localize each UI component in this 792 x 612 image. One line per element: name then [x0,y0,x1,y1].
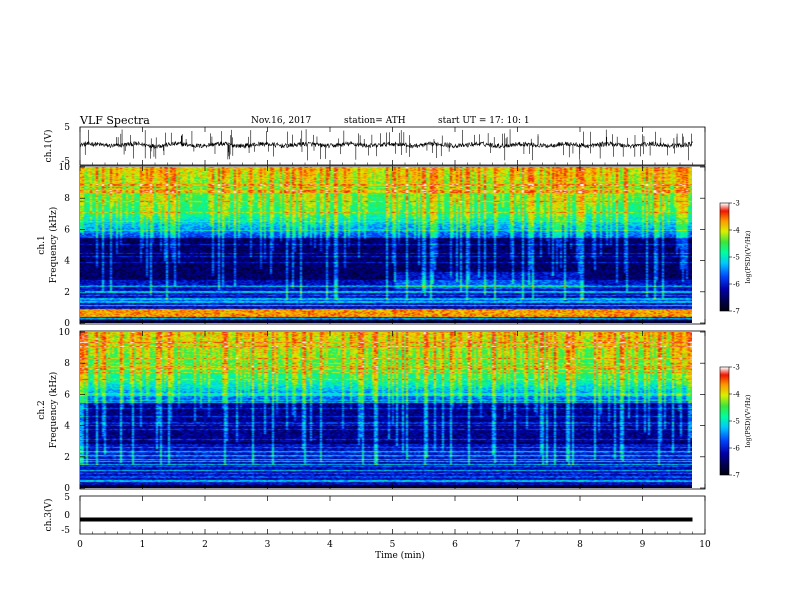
colorbar-tick-label: -3 [733,200,740,208]
ch3-ytick-bottom: -5 [61,526,70,536]
ch1-ylabel: ch.1(V) [43,130,54,163]
colorbar-tick-label: -6 [733,281,740,289]
station-label: station= ATH [344,116,406,126]
time-axis-tick-label: 4 [327,540,333,550]
spectrogram-ytick-label: 0 [64,319,70,329]
ch2-spectrogram-ylabel-line2: Frequency (kHz) [48,372,59,449]
ch1-colorbar-gradient [720,203,729,311]
ch1-colorbar: -3 -4 -5 -6 -7 log(PSD)(V²/Hz) [719,200,752,316]
ch1-colorbar-ticks: -3 -4 -5 -6 -7 [729,200,740,316]
ch1-ytick-bottom: -5 [61,157,70,167]
ch3-ytick-zero: 0 [64,511,70,521]
spectrogram-ytick-label: 10 [59,163,71,173]
ch2-colorbar-ticks: -3 -4 -5 -6 -7 [729,364,740,480]
ch1-spectrogram-yticks: 0 2 4 6 8 10 [59,163,705,329]
time-axis-tick-label: 6 [452,540,458,550]
ch1-spectrogram-ylabel-line1: ch.1 [37,235,47,254]
spectrogram-ytick-label: 8 [64,194,70,204]
figure-title: VLF Spectra [79,114,150,127]
ch1-spectrogram-panel: 0 2 4 6 8 10 ch.1 Frequency (kHz) [37,163,706,329]
spectrogram-ytick-label: 2 [64,453,70,463]
time-axis-tick-label: 10 [699,540,711,550]
spectrogram-ytick-label: 4 [64,422,70,432]
colorbar-tick-label: -7 [733,472,740,480]
ch2-colorbar-label: log(PSD)(V²/Hz) [744,394,752,447]
spectrogram-ytick-label: 4 [64,257,70,267]
colorbar-tick-label: -4 [733,227,740,235]
time-axis-tick-label: 5 [390,540,396,550]
time-axis-tick-label: 3 [265,540,271,550]
ch1-ytick-top: 5 [64,123,70,133]
time-axis-tick-label: 1 [140,540,146,550]
spectrogram-ytick-label: 2 [64,288,70,298]
colorbar-tick-label: -5 [733,418,740,426]
spectrogram-ytick-label: 8 [64,359,70,369]
ch1-colorbar-label: log(PSD)(V²/Hz) [744,230,752,283]
ch1-waveform-panel: 5 -5 ch.1(V) [43,123,706,167]
ch3-waveform-panel: 5 -5 ch.3(V) 0 [43,493,706,536]
ch3-ytick-top: 5 [64,493,70,503]
colorbar-tick-label: -4 [733,391,740,399]
spectrogram-ytick-label: 6 [64,390,70,400]
spectrogram-ytick-label: 10 [59,328,71,338]
time-axis-tick-label: 0 [77,540,83,550]
spectrogram-ytick-label: 6 [64,225,70,235]
date-label: Nov.16, 2017 [251,116,312,126]
ch2-colorbar: -3 -4 -5 -6 -7 log(PSD)(V²/Hz) [719,364,752,480]
ch1-spectrogram-heatmap [80,167,692,323]
colorbar-tick-label: -5 [733,254,740,262]
ch3-ylabel: ch.3(V) [43,499,54,532]
ch2-spectrogram-ylabel-line1: ch.2 [37,400,47,419]
ch1-spectrogram-ylabel-line2: Frequency (kHz) [48,207,59,284]
time-axis-tick-label: 8 [577,540,583,550]
spectrogram-ytick-label: 0 [64,484,70,494]
ch2-colorbar-gradient [720,367,729,475]
colorbar-tick-label: -6 [733,445,740,453]
ch2-spectrogram-panel: 0 2 4 6 8 10 ch.2 Frequency (kHz) [37,328,706,494]
colorbar-tick-label: -7 [733,308,740,316]
start-time-label: start UT = 17: 10: 1 [438,116,530,126]
time-axis: 0 1 2 3 4 5 6 7 8 9 10 [77,127,711,550]
time-axis-label: Time (min) [375,550,425,561]
ch1-waveform-trace [80,129,693,161]
time-axis-tick-label: 2 [202,540,208,550]
colorbar-tick-label: -3 [733,364,740,372]
ch2-spectrogram-heatmap [80,332,692,488]
ch2-spectrogram-yticks: 0 2 4 6 8 10 [59,328,705,494]
time-axis-tick-label: 9 [640,540,646,550]
time-axis-tick-label: 7 [515,540,521,550]
